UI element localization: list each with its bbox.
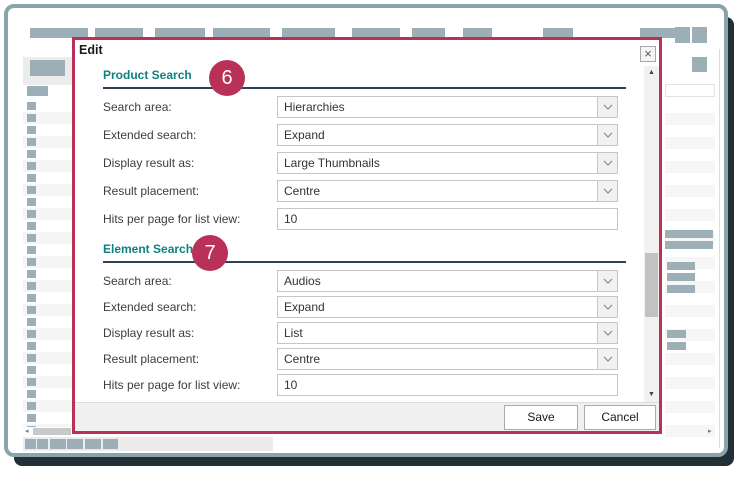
- scroll-left-icon[interactable]: ◂: [25, 428, 29, 435]
- search-area-select[interactable]: Hierarchies: [277, 96, 618, 118]
- scroll-right-icon[interactable]: ▸: [708, 428, 712, 435]
- field-label: Hits per page for list view:: [103, 378, 241, 392]
- chevron-down-icon[interactable]: [597, 297, 617, 317]
- nav-placeholder-block[interactable]: [155, 28, 205, 38]
- callout-badge-6: 6: [209, 60, 245, 96]
- select-value: Expand: [284, 128, 325, 142]
- chevron-down-icon[interactable]: [597, 125, 617, 145]
- left-panel-row-squares: [27, 102, 36, 447]
- placeholder-block: [667, 342, 686, 350]
- result-placement-select[interactable]: Centre: [277, 348, 618, 370]
- select-value: Centre: [284, 352, 321, 366]
- nav-placeholder-block[interactable]: [352, 28, 400, 38]
- placeholder-block: [27, 86, 48, 96]
- settings-form: Product Search Search area: Hierarchies …: [103, 68, 626, 400]
- placeholder-block: [667, 262, 695, 270]
- nav-placeholder-block[interactable]: [30, 28, 88, 38]
- footer-placeholder-square: [103, 439, 118, 449]
- left-panel-header: [23, 57, 72, 85]
- field-label: Extended search:: [103, 128, 197, 142]
- nav-placeholder-block[interactable]: [412, 28, 445, 38]
- placeholder-block: [667, 285, 695, 293]
- display-result-select[interactable]: List: [277, 322, 618, 344]
- window-frame: ◂ ▸ Edit × Product Search Search area: H…: [4, 4, 728, 457]
- edit-dialog: Edit × Product Search Search area: Hiera…: [72, 37, 662, 434]
- product-search-section: Product Search Search area: Hierarchies …: [103, 68, 626, 230]
- right-placeholder-panel: [665, 49, 719, 448]
- callout-badge-7: 7: [192, 235, 228, 271]
- section-heading: Product Search: [103, 68, 626, 89]
- select-value: Large Thumbnails: [284, 156, 380, 170]
- field-label: Hits per page for list view:: [103, 212, 241, 226]
- left-placeholder-panel: [23, 57, 72, 449]
- footer-placeholder-square: [37, 439, 48, 449]
- search-area-select[interactable]: Audios: [277, 270, 618, 292]
- hits-per-page-input[interactable]: [277, 208, 618, 230]
- display-result-select[interactable]: Large Thumbnails: [277, 152, 618, 174]
- nav-placeholder-block[interactable]: [213, 28, 270, 38]
- select-value: Expand: [284, 300, 325, 314]
- field-label: Result placement:: [103, 184, 200, 198]
- nav-placeholder-block[interactable]: [463, 28, 492, 38]
- result-placement-select[interactable]: Centre: [277, 180, 618, 202]
- placeholder-block: [667, 273, 695, 281]
- element-search-section: Element Search Search area: Audios Exten…: [103, 242, 626, 396]
- extended-search-select[interactable]: Expand: [277, 296, 618, 318]
- chevron-down-icon[interactable]: [597, 349, 617, 369]
- chevron-down-icon[interactable]: [597, 97, 617, 117]
- close-icon[interactable]: ×: [640, 46, 656, 62]
- field-label: Extended search:: [103, 300, 197, 314]
- cancel-button[interactable]: Cancel: [584, 404, 656, 430]
- nav-placeholder-block[interactable]: [640, 28, 676, 38]
- dialog-footer: Save Cancel: [75, 402, 659, 431]
- placeholder-block: [667, 330, 686, 338]
- placeholder-block: [665, 230, 713, 238]
- nav-placeholder-square[interactable]: [692, 27, 707, 43]
- select-value: Audios: [284, 274, 321, 288]
- page-viewport: ◂ ▸ Edit × Product Search Search area: H…: [8, 8, 724, 453]
- footer-placeholder-square: [50, 439, 66, 449]
- field-label: Display result as:: [103, 156, 195, 170]
- select-value: Centre: [284, 184, 321, 198]
- horizontal-scrollbar-thumb[interactable]: [33, 428, 71, 435]
- page-right-divider: [719, 49, 720, 448]
- dialog-body: Product Search Search area: Hierarchies …: [75, 40, 659, 402]
- scroll-up-icon[interactable]: ▲: [648, 69, 655, 76]
- dialog-title: Edit: [79, 43, 103, 57]
- hits-per-page-input[interactable]: [277, 374, 618, 396]
- footer-placeholder-square: [67, 439, 83, 449]
- nav-placeholder-square[interactable]: [675, 27, 690, 43]
- horizontal-scrollbar[interactable]: ◂: [23, 427, 72, 437]
- scroll-down-icon[interactable]: ▼: [648, 391, 655, 398]
- nav-placeholder-block[interactable]: [282, 28, 335, 38]
- placeholder-block: [665, 241, 713, 249]
- field-label: Display result as:: [103, 326, 195, 340]
- field-label: Search area:: [103, 100, 172, 114]
- chevron-down-icon[interactable]: [597, 323, 617, 343]
- chevron-down-icon[interactable]: [597, 153, 617, 173]
- select-value: List: [284, 326, 303, 340]
- field-label: Search area:: [103, 274, 172, 288]
- nav-placeholder-block[interactable]: [95, 28, 143, 38]
- dialog-scrollbar[interactable]: ▲ ▼: [644, 66, 659, 402]
- placeholder-block: [692, 57, 707, 72]
- footer-placeholder-square: [25, 439, 36, 449]
- select-value: Hierarchies: [284, 100, 345, 114]
- footer-placeholder-square: [85, 439, 101, 449]
- placeholder-block: [30, 60, 65, 76]
- chevron-down-icon[interactable]: [597, 181, 617, 201]
- field-label: Result placement:: [103, 352, 200, 366]
- save-button[interactable]: Save: [504, 404, 578, 430]
- chevron-down-icon[interactable]: [597, 271, 617, 291]
- placeholder-input: [665, 84, 715, 97]
- nav-placeholder-block[interactable]: [543, 28, 573, 38]
- dialog-scrollbar-thumb[interactable]: [645, 253, 658, 317]
- extended-search-select[interactable]: Expand: [277, 124, 618, 146]
- section-heading: Element Search: [103, 242, 626, 263]
